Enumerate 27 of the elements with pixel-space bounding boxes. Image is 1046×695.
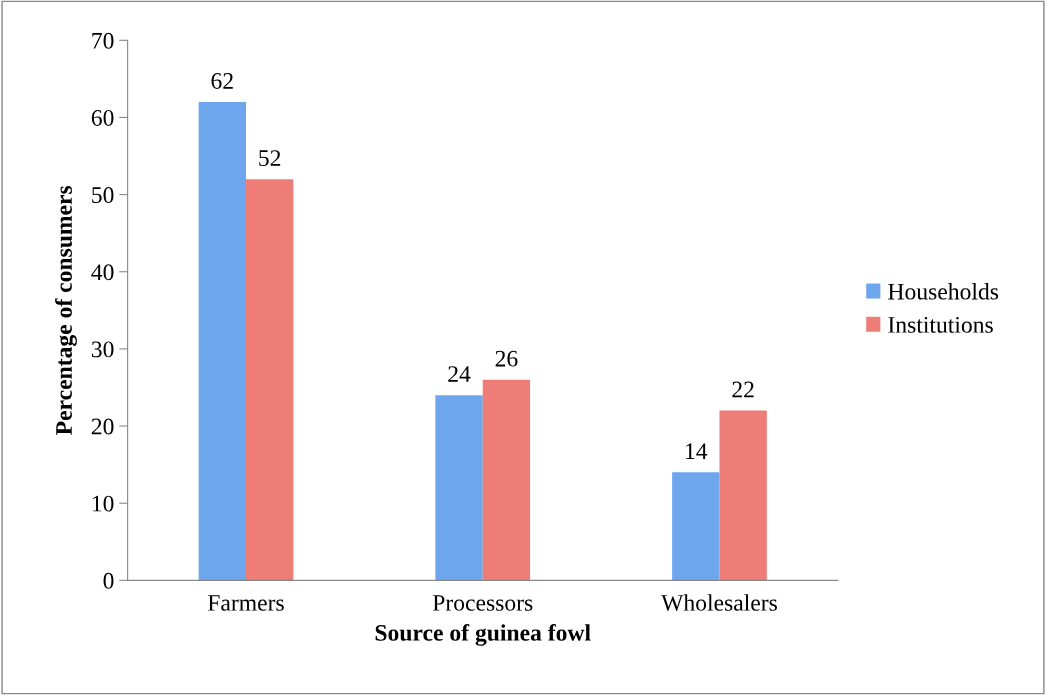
y-tick-label: 60 (91, 109, 114, 126)
x-axis-title: Source of guinea fowl (375, 623, 591, 646)
bar (482, 379, 531, 581)
bar (198, 102, 246, 581)
y-tick-label: 10 (92, 495, 114, 512)
legend-label: Institutions (888, 316, 993, 333)
y-tick-label: 70 (92, 32, 114, 49)
bar (672, 472, 720, 581)
data-label: 26 (495, 350, 518, 367)
bar (719, 410, 767, 581)
y-tick-label: 20 (91, 418, 114, 435)
data-label: 52 (259, 150, 281, 167)
y-tick-label: 0 (103, 572, 114, 589)
y-axis-title: Percentage of consumers (55, 185, 77, 435)
x-tick-label: Processors (432, 595, 533, 611)
legend-label: Households (888, 283, 999, 300)
data-label: 62 (211, 73, 233, 89)
data-label: 22 (732, 381, 754, 398)
bar (435, 395, 483, 581)
y-tick-label: 30 (91, 341, 114, 358)
x-tick-label: Wholesalers (661, 594, 777, 611)
y-tick-label: 40 (91, 264, 114, 281)
data-label: 14 (686, 443, 708, 459)
bar (245, 179, 294, 581)
x-tick-label: Farmers (207, 595, 284, 611)
data-label: 24 (448, 366, 471, 382)
y-tick-label: 50 (92, 187, 114, 204)
